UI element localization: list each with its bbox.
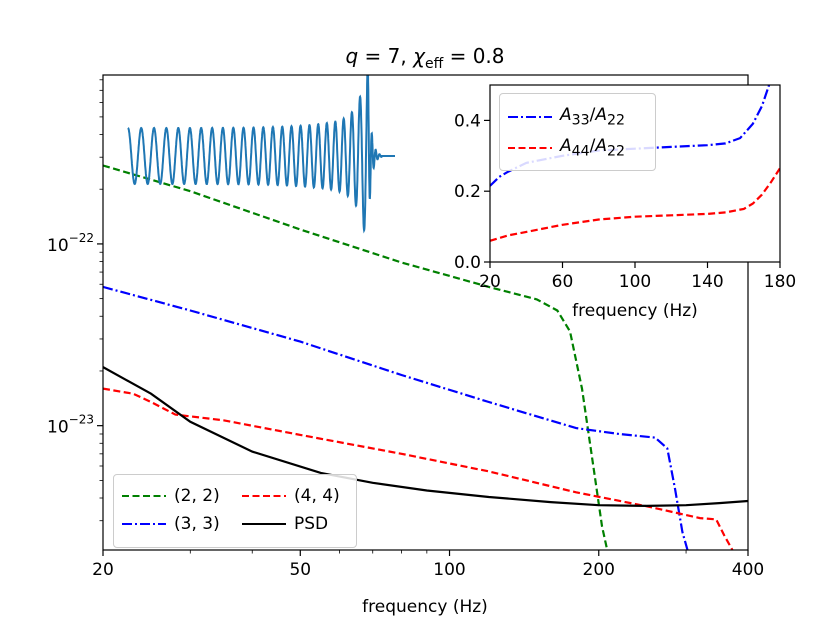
main-plot-area <box>103 164 748 550</box>
main-axes-frame <box>102 74 749 551</box>
legend-item-4-4: (4, 4) <box>242 483 340 509</box>
inset-y-tick-label: 0.4 <box>454 111 481 131</box>
legend-label-a44: A44/A22 <box>560 136 626 160</box>
inset-legend: A33/A22 A44/A22 <box>499 93 656 171</box>
main-y-tick-label: 10−23 <box>47 413 94 438</box>
legend-item-3-3: (3, 3) <box>122 511 220 537</box>
inset-y-tick-label: 0.2 <box>454 182 481 202</box>
main-y-tick-label: 10−22 <box>47 231 94 256</box>
legend-item-a44: A44/A22 <box>508 135 625 161</box>
legend-item-2-2: (2, 2) <box>122 483 220 509</box>
main-x-tick-label: 20 <box>92 560 114 580</box>
legend-label-2-2: (2, 2) <box>174 486 220 506</box>
series-line-4-4 <box>103 387 734 550</box>
inset-y-tick-label: 0.0 <box>454 253 481 273</box>
main-x-tick-label: 50 <box>289 560 311 580</box>
main-tick-group: 20 50 100 200 400 10−23 10−22 <box>47 79 764 580</box>
main-legend: (2, 2) (3, 3) (4, 4) PSD <box>113 474 357 548</box>
inset-tick-group: 20 60 100 140 180 0.0 0.2 0.4 <box>454 111 796 292</box>
inset-x-axis-label: frequency (Hz) <box>572 301 698 321</box>
legend-label-a33: A33/A22 <box>560 105 626 129</box>
legend-label-psd: PSD <box>294 514 329 534</box>
waveform-line <box>127 75 395 234</box>
main-x-axis-label: frequency (Hz) <box>362 597 488 617</box>
legend-label-4-4: (4, 4) <box>294 486 340 506</box>
inset-x-tick-label: 100 <box>619 272 651 292</box>
legend-item-a33: A33/A22 <box>508 104 625 130</box>
series-line-psd <box>103 366 748 508</box>
legend-item-psd: PSD <box>242 511 328 537</box>
inset-x-tick-label: 60 <box>552 272 574 292</box>
waveform-inset <box>127 75 395 234</box>
series-line-3-3 <box>103 285 689 550</box>
series-line-2-2 <box>103 164 609 550</box>
inset-x-tick-label: 180 <box>764 272 796 292</box>
chart-title: q = 7, χeff = 0.8 <box>345 44 504 72</box>
main-x-tick-label: 200 <box>583 560 615 580</box>
main-x-tick-label: 400 <box>732 560 764 580</box>
legend-label-3-3: (3, 3) <box>174 514 220 534</box>
inset-x-tick-label: 140 <box>691 272 723 292</box>
inset-x-tick-label: 20 <box>479 272 501 292</box>
inset-series-line-a44-a22 <box>490 167 780 242</box>
main-x-tick-label: 100 <box>433 560 465 580</box>
